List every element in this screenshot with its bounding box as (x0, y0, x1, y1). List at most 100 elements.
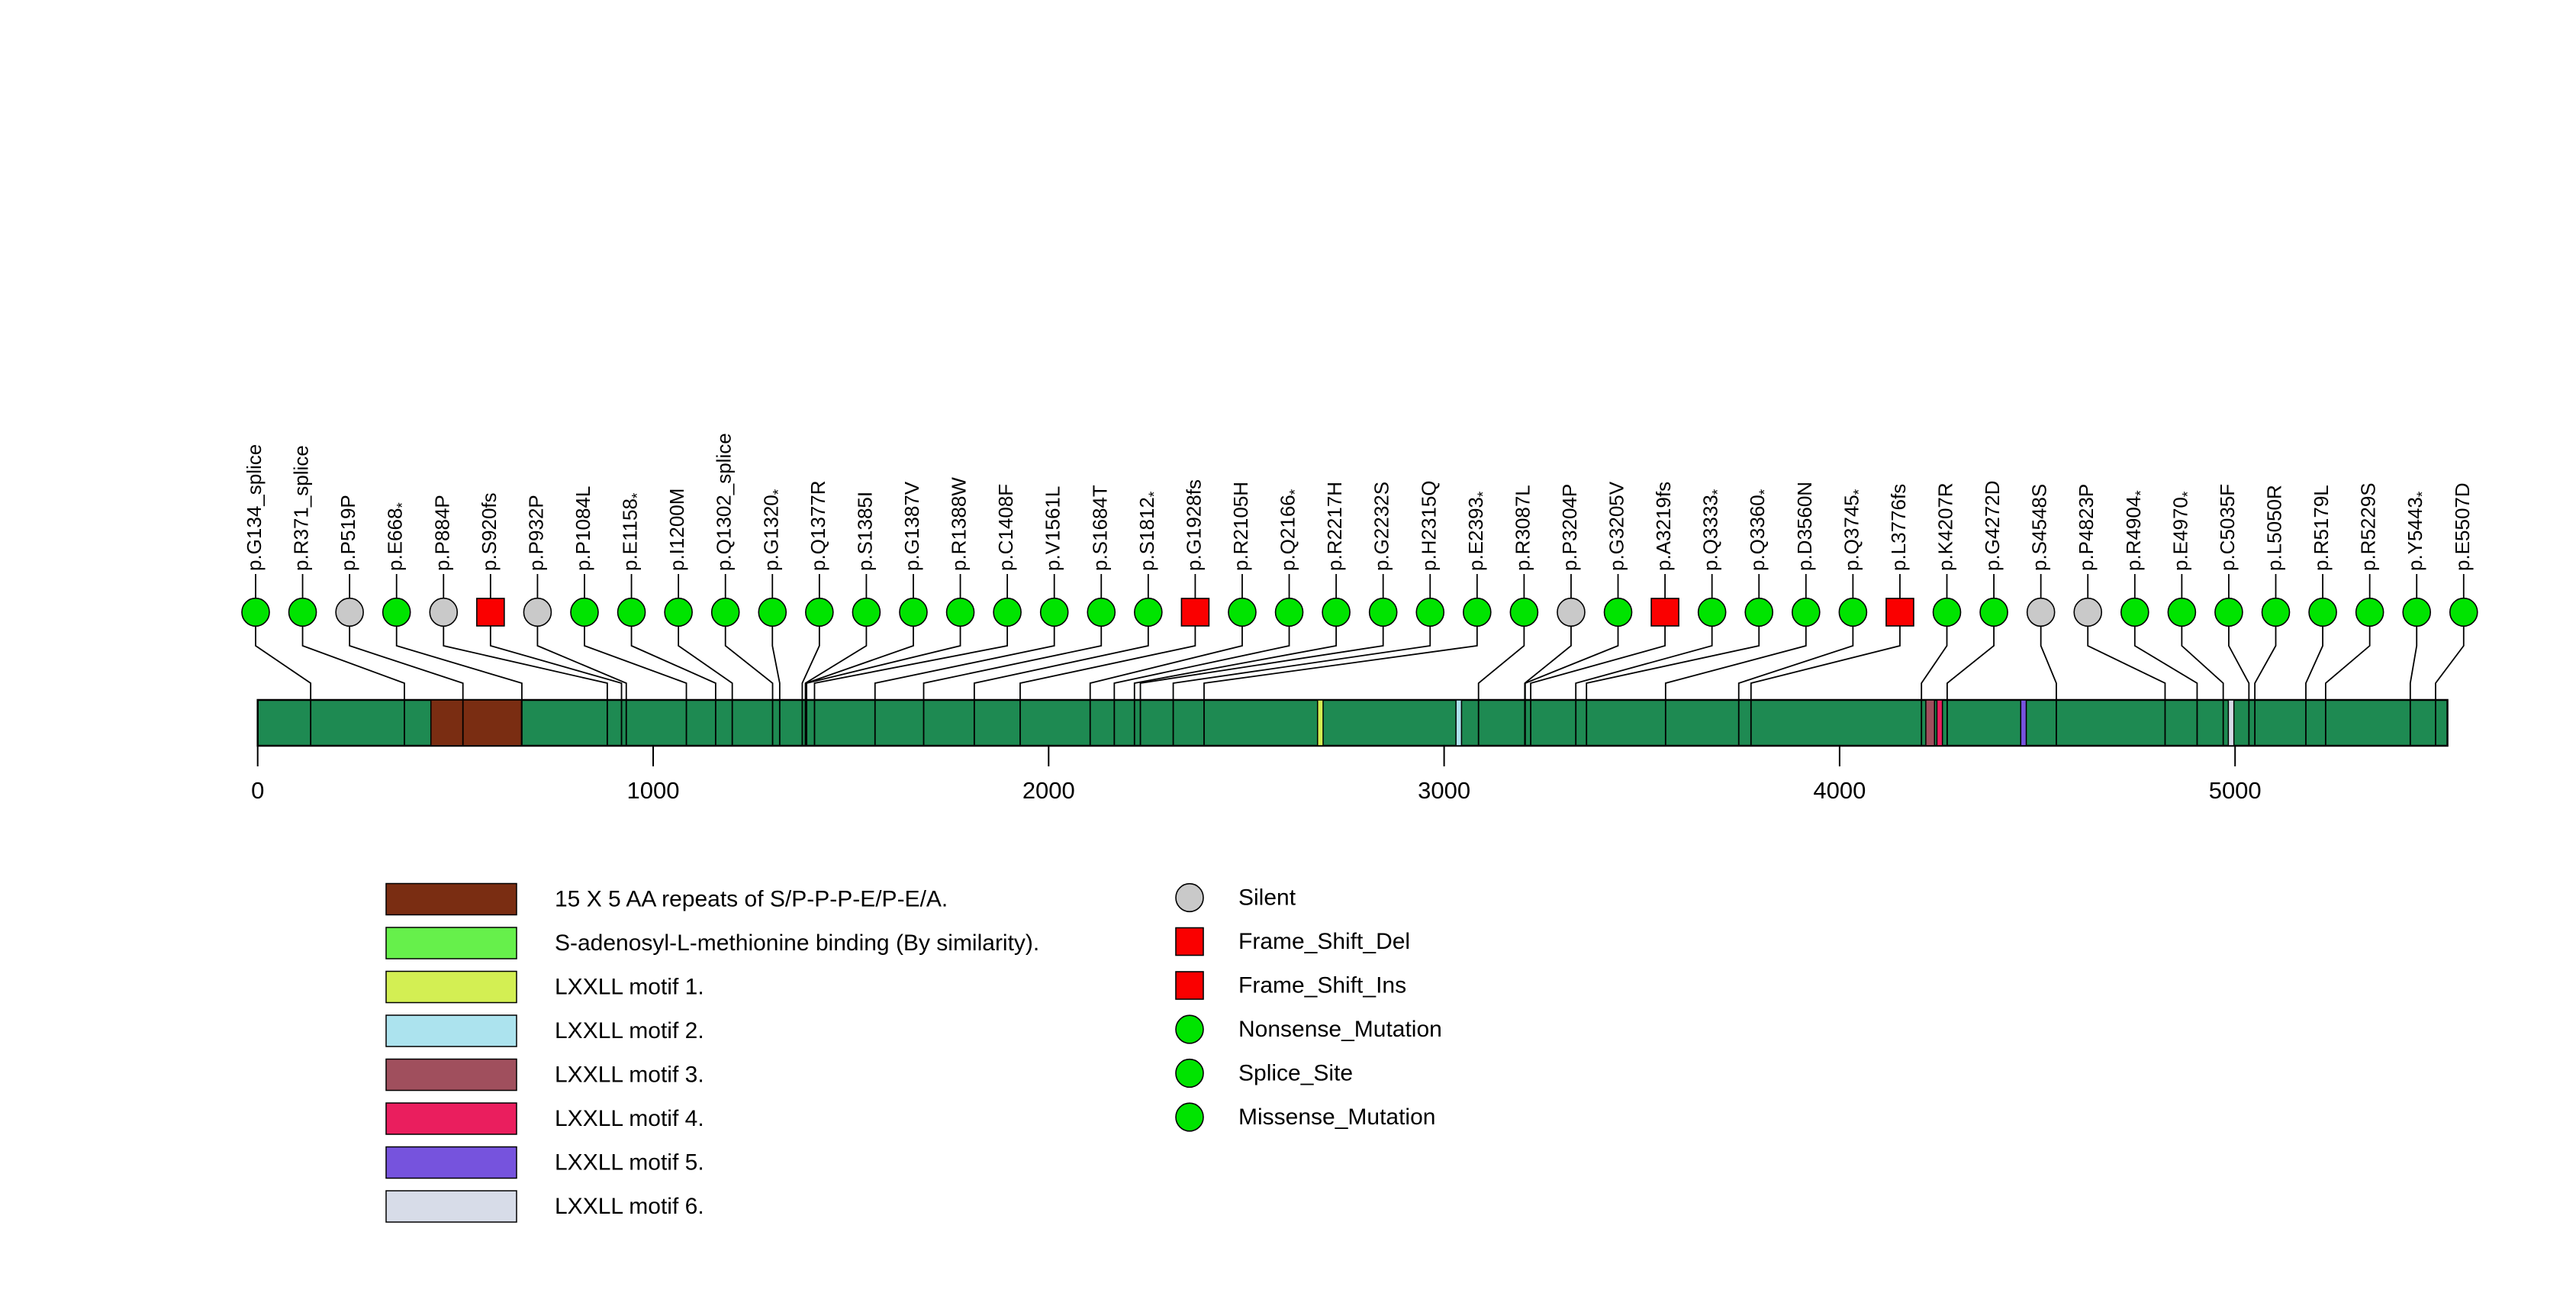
mutation-connector (1019, 626, 1196, 746)
mutation-label: p.R1388W (948, 477, 971, 571)
mutation-connector (2181, 626, 2224, 746)
legend-domain-label: 15 X 5 AA repeats of S/P-P-P-E/P-E/A. (555, 887, 948, 912)
mutation-marker (758, 597, 787, 627)
legend-domain-label: LXXLL motif 3. (555, 1063, 704, 1088)
mutation-connector (2133, 626, 2198, 746)
mutation-connector (489, 626, 623, 746)
legend-mutation-marker (1175, 971, 1204, 1000)
mutation-connector (2435, 626, 2465, 746)
domain-block (1316, 699, 1324, 747)
mutation-marker (2073, 597, 2103, 627)
mutation-label: p.D3560N (1793, 482, 1816, 571)
axis-tick-label: 2000 (1022, 777, 1075, 804)
mutation-connector (973, 626, 1149, 746)
mutation-marker (1932, 597, 1962, 627)
mutation-label: p.Q3745* (1840, 489, 1867, 571)
mutation-label: p.P519P (336, 495, 359, 571)
mutation-connector (1089, 626, 1243, 746)
mutation-marker (429, 597, 459, 627)
mutation-marker (1415, 597, 1445, 627)
mutation-marker (1134, 597, 1163, 627)
mutation-label: p.P4823P (2075, 484, 2098, 571)
mutation-connector (584, 626, 687, 746)
mutation-label: p.P3204P (1558, 484, 1581, 571)
mutation-marker (1228, 597, 1257, 627)
mutation-label: p.Q3360* (1746, 489, 1773, 571)
legend-mutation-label: Frame_Shift_Del (1238, 929, 1410, 954)
mutation-connector (536, 626, 627, 746)
mutation-label: p.G1928fs (1182, 479, 1205, 571)
mutation-marker (1885, 598, 1914, 627)
mutation-label: p.E5507D (2451, 482, 2474, 571)
mutation-connector (255, 626, 312, 746)
domain-block (430, 699, 523, 747)
mutation-marker (1557, 597, 1586, 627)
mutation-connector (1133, 626, 1338, 746)
mutation-connector (1530, 626, 1666, 746)
mutation-marker (1368, 597, 1398, 627)
mutation-marker (2449, 597, 2478, 627)
mutation-marker (2261, 597, 2291, 627)
mutation-marker (476, 598, 505, 627)
mutation-label: p.L3776fs (1887, 484, 1910, 571)
mutation-label: p.G2232S (1370, 482, 1393, 571)
mutation-marker (664, 597, 693, 627)
mutation-connector (1139, 626, 1384, 746)
mutation-marker (1792, 597, 1821, 627)
mutation-label: p.P1084L (572, 486, 594, 571)
mutation-connector (874, 626, 1055, 746)
legend-domain-label: LXXLL motif 4. (555, 1106, 704, 1131)
mutation-label: p.S4548S (2028, 484, 2051, 571)
legend-domain-swatch (385, 1190, 517, 1223)
mutation-marker (2026, 597, 2056, 627)
mutation-connector (771, 626, 781, 746)
mutation-marker (617, 597, 646, 627)
mutation-label: p.G1320* (759, 489, 787, 571)
mutation-connector (1737, 626, 1854, 746)
mutation-label: p.E668* (384, 502, 411, 571)
mutation-marker (852, 597, 881, 627)
mutation-connector (724, 626, 774, 746)
mutation-connector (1586, 626, 1760, 746)
mutation-label: p.L5050R (2263, 485, 2286, 571)
protein-bar (256, 698, 2449, 747)
mutation-label: p.R2105H (1229, 482, 1252, 571)
mutation-marker (1979, 597, 2008, 627)
mutation-label: p.Y5443* (2404, 491, 2431, 571)
legend-domain-swatch (385, 1102, 517, 1135)
legend-mutation-marker (1175, 927, 1204, 956)
legend-mutation-marker (1175, 1058, 1204, 1088)
mutation-marker (710, 597, 740, 627)
mutation-marker (1697, 597, 1727, 627)
mutation-label: p.S1812* (1135, 491, 1163, 571)
mutation-connector (1524, 626, 1619, 746)
mutation-label: p.G134_splice (243, 444, 266, 571)
mutation-connector (1921, 626, 1948, 746)
mutation-marker (1463, 597, 1492, 627)
mutation-connector (2305, 626, 2323, 746)
mutation-connector (2409, 626, 2418, 746)
mutation-label: p.Q1302_splice (713, 433, 736, 571)
mutation-label: p.R4904* (2122, 490, 2149, 571)
domain-block (1925, 699, 1936, 747)
axis-tick-label: 5000 (2209, 777, 2262, 804)
mutation-marker (241, 597, 270, 627)
legend-domain-label: S-adenosyl-L-methionine binding (By simi… (555, 930, 1039, 956)
mutation-label: p.G1387V (900, 481, 923, 571)
mutation-marker (2308, 597, 2337, 627)
axis-tick-label: 0 (251, 777, 264, 804)
mutation-marker (993, 597, 1022, 627)
legend-mutation-label: Splice_Site (1238, 1061, 1353, 1086)
mutation-marker (1322, 597, 1351, 627)
mutation-connector (801, 626, 820, 746)
mutation-marker (1603, 597, 1633, 627)
mutation-label: p.P932P (524, 495, 547, 571)
mutation-marker (2167, 597, 2197, 627)
mutation-connector (1113, 626, 1290, 746)
mutation-label: p.P884P (430, 495, 453, 571)
mutation-connector (349, 626, 464, 746)
mutation-marker (1087, 597, 1116, 627)
legend-domain-swatch (385, 927, 517, 959)
